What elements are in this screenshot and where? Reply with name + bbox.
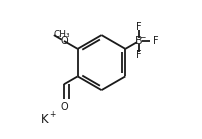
Text: F: F	[136, 50, 141, 60]
Text: +: +	[49, 110, 56, 119]
Text: −: −	[139, 33, 145, 42]
Text: O: O	[60, 36, 67, 46]
Text: F: F	[136, 22, 141, 32]
Text: F: F	[152, 36, 158, 46]
Text: K: K	[41, 113, 49, 126]
Text: B: B	[135, 36, 142, 46]
Text: CH₃: CH₃	[54, 30, 70, 39]
Text: O: O	[60, 102, 67, 112]
